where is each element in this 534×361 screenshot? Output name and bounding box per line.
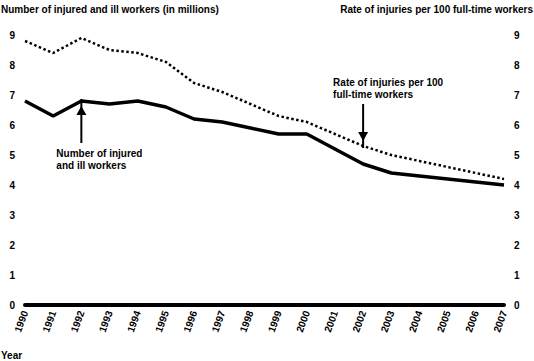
svg-text:0: 0 [9,300,15,311]
svg-text:8: 8 [9,60,15,71]
svg-text:2004: 2004 [407,309,425,334]
svg-text:0: 0 [514,300,520,311]
svg-text:2000: 2000 [294,309,312,334]
svg-text:2003: 2003 [379,309,397,334]
svg-text:5: 5 [514,150,520,161]
svg-text:6: 6 [514,120,520,131]
svg-text:3: 3 [9,210,15,221]
svg-text:1991: 1991 [40,309,58,334]
svg-text:full-time workers: full-time workers [333,89,413,100]
svg-text:2: 2 [514,240,520,251]
svg-text:6: 6 [9,120,15,131]
svg-text:Number of injured: Number of injured [56,148,142,159]
svg-text:9: 9 [9,30,15,41]
svg-text:5: 5 [9,150,15,161]
svg-text:1994: 1994 [125,309,143,334]
svg-text:7: 7 [514,90,520,101]
svg-text:1998: 1998 [238,309,256,334]
svg-text:2007: 2007 [491,309,509,334]
svg-text:4: 4 [514,180,520,191]
svg-text:7: 7 [9,90,15,101]
svg-text:Rate of injuries per 100 full-: Rate of injuries per 100 full-time worke… [340,4,533,15]
svg-text:2002: 2002 [350,309,368,334]
svg-text:1992: 1992 [69,309,87,334]
svg-text:2006: 2006 [463,309,481,334]
svg-text:and ill workers: and ill workers [56,160,126,171]
svg-text:8: 8 [514,60,520,71]
svg-text:1: 1 [9,270,15,281]
svg-text:1997: 1997 [209,309,227,334]
svg-text:2005: 2005 [435,309,453,334]
svg-text:1993: 1993 [97,309,115,334]
svg-text:1995: 1995 [153,309,171,334]
svg-text:3: 3 [514,210,520,221]
svg-text:2: 2 [9,240,15,251]
svg-text:9: 9 [514,30,520,41]
svg-text:Rate of injuries per 100: Rate of injuries per 100 [333,77,443,88]
svg-text:Year: Year [1,350,22,361]
svg-text:2001: 2001 [322,309,340,334]
svg-text:1: 1 [514,270,520,281]
svg-text:1999: 1999 [266,309,284,334]
svg-text:Number of injured and ill work: Number of injured and ill workers (in mi… [1,4,219,15]
svg-text:1996: 1996 [181,309,199,334]
svg-text:1990: 1990 [12,309,30,334]
svg-text:4: 4 [9,180,15,191]
